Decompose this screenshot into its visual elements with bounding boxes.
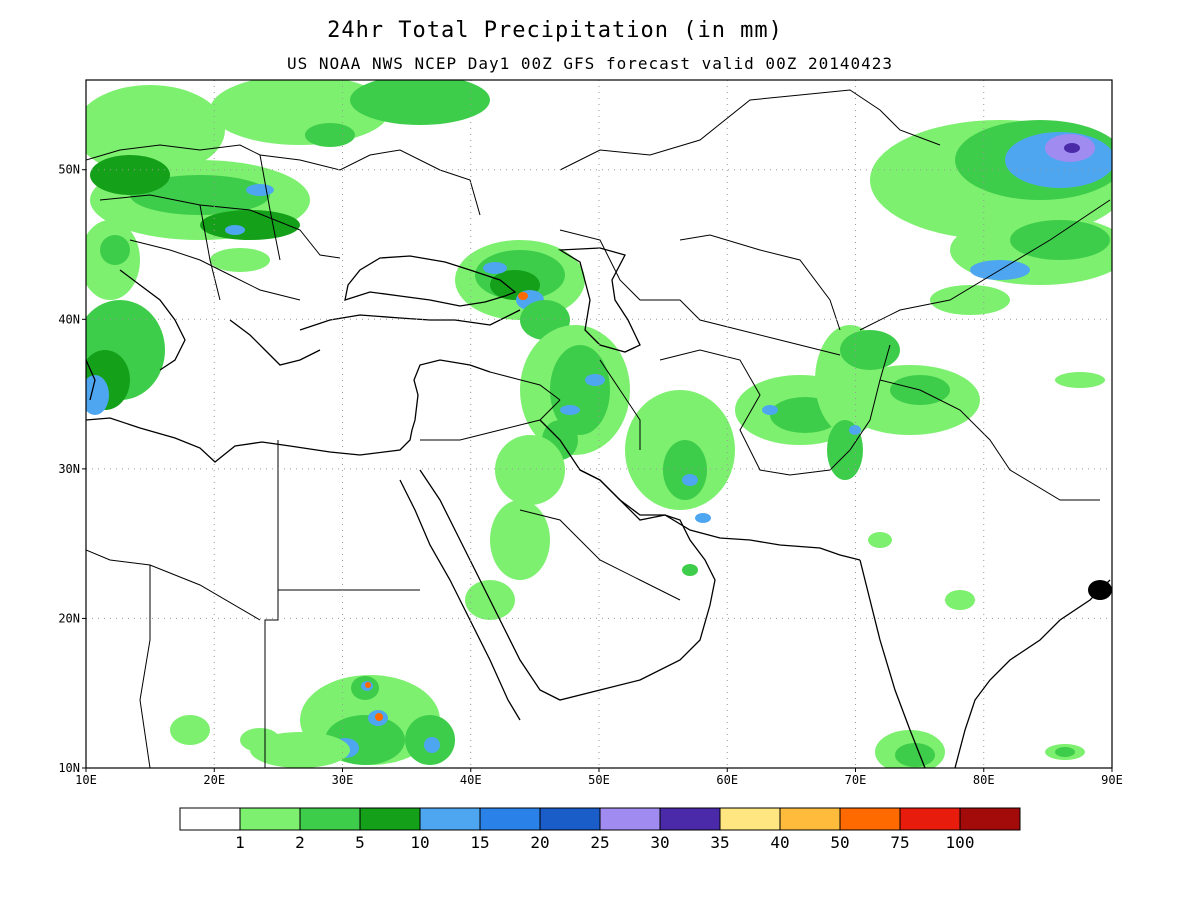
- precip-area: [170, 715, 210, 745]
- precip-area: [365, 682, 371, 688]
- precip-area: [1055, 372, 1105, 388]
- x-tick-label: 60E: [716, 773, 738, 787]
- precip-area: [86, 375, 109, 415]
- latitude-axis: 10N 20N 30N 40N 50N: [58, 163, 86, 775]
- precip-area: [225, 225, 245, 235]
- precip-area: [1055, 747, 1075, 757]
- coastlines: [86, 247, 1111, 768]
- precip-area: [495, 435, 565, 505]
- precip-area: [682, 474, 698, 486]
- precip-area: [827, 420, 863, 480]
- precip-area: [305, 123, 355, 147]
- precip-area: [930, 285, 1010, 315]
- precip-area: [424, 737, 440, 753]
- precip-area: [663, 440, 707, 500]
- precip-area: [849, 425, 861, 435]
- y-tick-label: 30N: [58, 462, 80, 476]
- precip-area: [350, 80, 490, 125]
- precip-area: [100, 235, 130, 265]
- precip-area: [560, 405, 580, 415]
- borders: [86, 89, 1111, 768]
- precip-area: [246, 184, 274, 196]
- x-tick-label: 30E: [332, 773, 354, 787]
- longitude-axis: 10E 20E 30E 40E 50E 60E 70E 80E 90E: [75, 768, 1123, 787]
- y-tick-label: 20N: [58, 611, 80, 625]
- x-tick-label: 80E: [973, 773, 995, 787]
- precip-area: [695, 513, 711, 523]
- x-tick-label: 10E: [75, 773, 97, 787]
- x-tick-label: 50E: [588, 773, 610, 787]
- precip-area: [200, 210, 300, 240]
- precip-area: [682, 564, 698, 576]
- precip-area: [1010, 220, 1110, 260]
- chart-title: 24hr Total Precipitation (in mm): [327, 18, 783, 43]
- precip-area: [585, 374, 605, 386]
- y-tick-label: 10N: [58, 761, 80, 775]
- x-tick-label: 40E: [460, 773, 482, 787]
- y-tick-label: 50N: [58, 163, 80, 177]
- precip-area: [483, 262, 507, 274]
- precip-area: [518, 292, 528, 300]
- precip-area: [1064, 143, 1080, 153]
- lat-lon-grid: [86, 80, 1112, 768]
- precipitation-shading: [86, 80, 1112, 768]
- precip-area: [762, 405, 778, 415]
- chart-subtitle: US NOAA NWS NCEP Day1 00Z GFS forecast v…: [286, 54, 894, 73]
- precip-area: [90, 155, 170, 195]
- precip-area: [868, 532, 892, 548]
- x-tick-label: 20E: [203, 773, 225, 787]
- y-tick-label: 40N: [58, 312, 80, 326]
- x-tick-label: 90E: [1101, 773, 1123, 787]
- precip-area: [490, 500, 550, 580]
- precip-area: [895, 743, 935, 767]
- precip-area: [240, 728, 280, 752]
- precip-area: [840, 330, 900, 370]
- precip-area: [945, 590, 975, 610]
- precip-area: [375, 713, 383, 721]
- precip-area: [86, 85, 225, 175]
- x-tick-label: 70E: [845, 773, 867, 787]
- precip-area: [210, 248, 270, 272]
- precip-area: [130, 175, 270, 215]
